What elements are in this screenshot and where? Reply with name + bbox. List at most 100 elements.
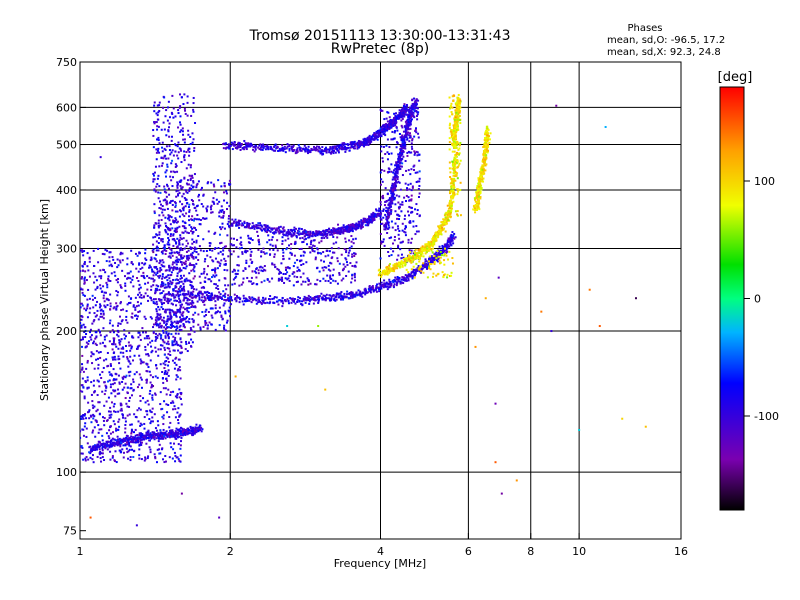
echo-point-o-mode <box>189 280 192 283</box>
echo-point-o-mode <box>337 227 340 230</box>
echo-point-o-mode <box>143 434 146 437</box>
echo-point-o-mode <box>274 143 277 146</box>
echo-point-o-mode <box>236 295 239 298</box>
echo-point-o-mode <box>173 451 176 454</box>
echo-point-o-mode <box>90 338 93 341</box>
echo-point-o-mode <box>287 233 290 236</box>
echo-point-o-mode <box>166 308 169 311</box>
echo-point-o-mode <box>409 106 412 109</box>
echo-point-o-mode <box>166 347 169 350</box>
echo-point-o-mode <box>451 231 454 234</box>
echo-point-o-mode <box>383 132 386 135</box>
echo-point-o-mode <box>367 221 370 224</box>
echo-point-o-mode <box>192 313 195 316</box>
echo-point-o-mode <box>89 328 92 331</box>
echo-point-o-mode <box>185 245 188 248</box>
echo-point-o-mode <box>450 238 453 241</box>
echo-point-o-mode <box>101 371 104 374</box>
echo-point-o-mode <box>317 230 320 233</box>
echo-point-o-mode <box>165 275 168 278</box>
echo-point-o-mode <box>98 413 101 416</box>
echo-point-o-mode <box>293 297 296 300</box>
echo-point-o-mode <box>118 339 121 342</box>
echo-point-o-mode <box>187 133 190 136</box>
echo-point-o-mode <box>211 200 214 203</box>
echo-point-o-mode <box>387 203 390 206</box>
echo-point-o-mode <box>100 275 103 278</box>
echo-point-o-mode <box>162 247 165 250</box>
echo-point-o-mode <box>296 150 299 153</box>
echo-point-o-mode <box>171 209 174 212</box>
echo-point-o-mode <box>137 436 140 439</box>
echo-point-o-mode <box>184 189 187 192</box>
echo-point-o-mode <box>393 177 396 180</box>
echo-point-o-mode <box>183 197 186 200</box>
echo-point-o-mode <box>82 428 85 431</box>
echo-point-o-mode <box>324 299 327 302</box>
echo-point-o-mode <box>113 358 116 361</box>
echo-point-o-mode <box>165 300 168 303</box>
echo-point-o-mode <box>152 436 155 439</box>
echo-point-o-mode <box>423 266 426 269</box>
echo-point-o-mode <box>342 224 345 227</box>
echo-point-o-mode <box>160 263 163 266</box>
echo-point-o-mode <box>150 258 153 261</box>
echo-point-o-mode <box>359 294 362 297</box>
echo-point-o-mode <box>203 260 206 263</box>
echo-point-o-mode <box>158 104 161 107</box>
echo-point-o-mode <box>228 215 231 218</box>
echo-point-o-mode <box>82 434 85 437</box>
echo-point-o-mode <box>368 287 371 290</box>
echo-point-o-mode <box>204 299 207 302</box>
echo-point-o-mode <box>309 298 312 301</box>
echo-point-o-mode <box>407 128 410 131</box>
echo-point-o-mode <box>375 209 378 212</box>
echo-point-o-mode <box>166 207 169 210</box>
echo-point-o-mode <box>195 228 198 231</box>
echo-point-o-mode <box>237 219 240 222</box>
echo-point-o-mode <box>374 133 377 136</box>
echo-point-o-mode <box>140 458 143 461</box>
echo-point-o-mode <box>378 286 381 289</box>
echo-point-o-mode <box>120 409 123 412</box>
echo-point-o-mode <box>161 150 164 153</box>
echo-point-o-mode <box>108 340 111 343</box>
echo-point-o-mode <box>179 391 182 394</box>
echo-point-o-mode <box>166 106 169 109</box>
echo-point-o-mode <box>191 304 194 307</box>
echo-point-o-mode <box>186 191 189 194</box>
echo-point-o-mode <box>165 373 168 376</box>
echo-point-o-mode <box>177 458 180 461</box>
echo-point-o-mode <box>158 332 161 335</box>
echo-point-o-mode <box>318 146 321 149</box>
echo-point-o-mode <box>160 203 163 206</box>
echo-point-o-mode <box>91 294 94 297</box>
echo-point-o-mode <box>81 288 84 291</box>
echo-point-o-mode <box>331 150 334 153</box>
echo-point-o-mode <box>164 327 167 330</box>
echo-point-o-mode <box>388 213 391 216</box>
echo-point-o-mode <box>262 143 265 146</box>
echo-point-o-mode <box>85 333 88 336</box>
echo-point-o-mode <box>379 130 382 133</box>
echo-point-o-mode <box>102 268 105 271</box>
echo-point-o-mode <box>390 119 393 122</box>
echo-point-o-mode <box>109 410 112 413</box>
echo-point-o-mode <box>150 411 153 414</box>
echo-point-o-mode <box>190 269 193 272</box>
echo-point-o-mode <box>152 326 155 329</box>
echo-point-o-mode <box>155 310 158 313</box>
echo-point-o-mode <box>153 432 156 435</box>
echo-point-o-mode <box>445 243 448 246</box>
echo-point-o-mode <box>95 279 98 282</box>
echo-point-o-mode <box>161 238 164 241</box>
echo-point-o-mode <box>153 212 156 215</box>
echo-point-o-mode <box>127 442 130 445</box>
echo-point-o-mode <box>394 174 397 177</box>
echo-point-o-mode <box>149 448 152 451</box>
echo-point-o-mode <box>109 406 112 409</box>
echo-point-o-mode <box>155 138 158 141</box>
echo-point-o-mode <box>156 125 159 128</box>
echo-point-o-mode <box>351 291 354 294</box>
echo-point-o-mode <box>385 225 388 228</box>
